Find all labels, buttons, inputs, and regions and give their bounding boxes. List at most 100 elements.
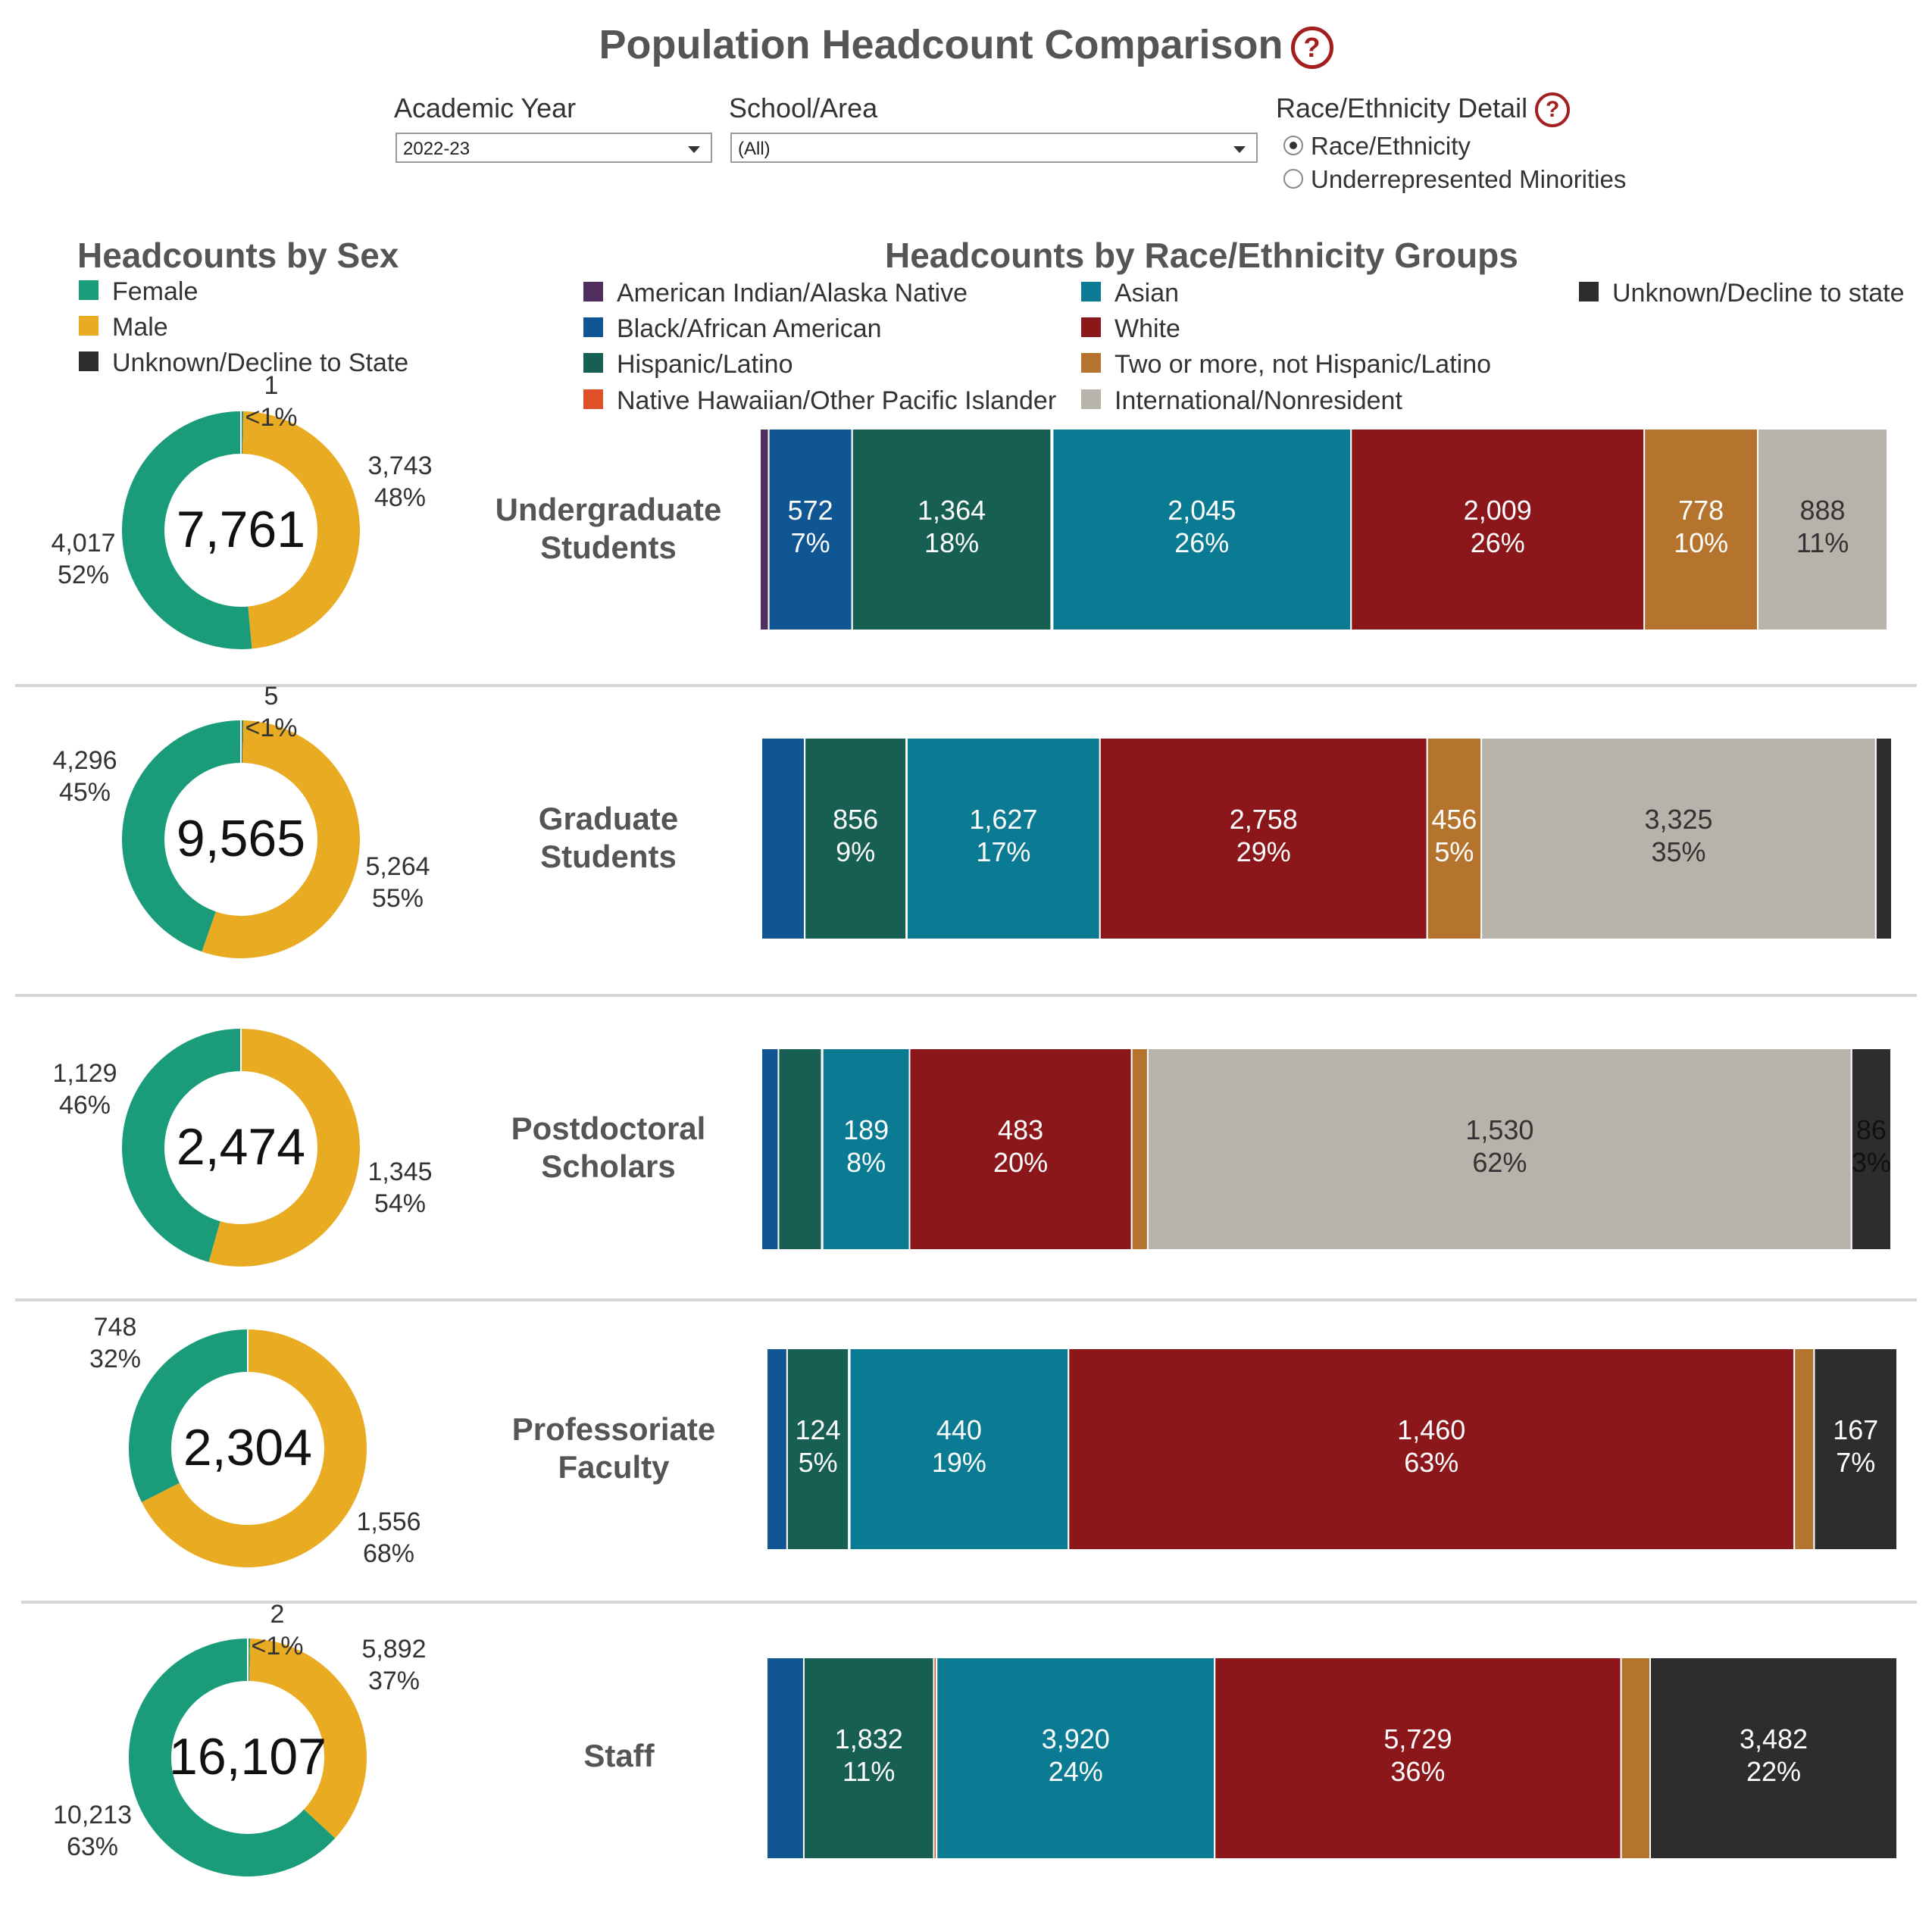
donut-label-pct: 48%: [374, 483, 426, 512]
page-title: Population Headcount Comparison?: [0, 21, 1932, 69]
bar-label-pct: 19%: [932, 1447, 986, 1478]
legend-swatch: [1081, 317, 1101, 338]
bar-segment-hispanic-latino: [851, 428, 1052, 631]
bar-segment-unknown-decline-to-state: [1850, 1048, 1893, 1251]
bar-label-value: 856: [833, 804, 878, 835]
bar-segment-asian: [821, 1048, 911, 1251]
donut-label-value: 10,213: [53, 1801, 132, 1829]
page-title-text: Population Headcount Comparison: [599, 22, 1283, 67]
bar-label-pct: 7%: [791, 527, 830, 558]
bar-segment-black-african-american: [766, 1657, 805, 1860]
legend-swatch: [79, 316, 98, 336]
row-label-professoriate: Professoriate Faculty: [511, 1411, 716, 1485]
bar-label-value: 1,832: [835, 1723, 903, 1754]
bar-label-value: 1,460: [1397, 1414, 1465, 1445]
race-section-title: Headcounts by Race/Ethnicity Groups: [885, 236, 1518, 275]
help-icon[interactable]: ?: [1290, 26, 1333, 69]
bar-segment-hispanic-latino: [786, 1348, 850, 1551]
bar-segment-hispanic-latino: [777, 1048, 823, 1251]
bar-label-pct: 20%: [993, 1147, 1048, 1178]
race-legend-black[interactable]: Black/African American: [583, 314, 882, 344]
bar-label-pct: 3%: [1852, 1147, 1891, 1178]
sex-legend-male[interactable]: Male: [79, 313, 168, 342]
sex-legend-unknown[interactable]: Unknown/Decline to State: [79, 348, 408, 378]
race-legend-hispanic[interactable]: Hispanic/Latino: [583, 350, 792, 380]
radio-underrepresented-minorities[interactable]: Underrepresented Minorities: [1283, 165, 1626, 194]
bar-segment-two-or-more-not-hispanic-latino: [1643, 428, 1759, 631]
help-icon[interactable]: ?: [1535, 92, 1571, 128]
radio-race-ethnicity-label: Race/Ethnicity: [1311, 132, 1471, 160]
race-legend-two-or-more[interactable]: Two or more, not Hispanic/Latino: [1081, 350, 1491, 380]
race-legend-international[interactable]: International/Nonresident: [1081, 386, 1402, 416]
race-legend-label: Asian: [1114, 279, 1180, 308]
donut-slice-female: [122, 411, 252, 649]
bar-segment-black-african-american: [761, 1048, 780, 1251]
bar-label-pct: 35%: [1651, 836, 1705, 867]
bar-segment-two-or-more-not-hispanic-latino: [1426, 737, 1483, 940]
academic-year-dropdown[interactable]: 2022-23: [395, 133, 712, 163]
donut-slice-female: [129, 1329, 249, 1502]
bar-label-value: 86: [1856, 1114, 1887, 1145]
bar-label-pct: 62%: [1472, 1147, 1527, 1178]
bar-segment-black-african-american: [767, 428, 853, 631]
legend-swatch: [1081, 353, 1101, 373]
bar-label-value: 1,364: [918, 495, 986, 526]
race-legend-native-hawaiian[interactable]: Native Hawaiian/Other Pacific Islander: [583, 386, 1056, 416]
bar-label-value: 189: [843, 1114, 889, 1145]
bar-label-pct: 29%: [1236, 836, 1291, 867]
race-legend-american-indian[interactable]: American Indian/Alaska Native: [583, 279, 968, 308]
bar-label-pct: 8%: [846, 1147, 886, 1178]
legend-swatch: [1081, 389, 1101, 410]
academic-year-label: Academic Year: [394, 92, 577, 123]
bar-label-pct: 24%: [1049, 1756, 1103, 1787]
bar-label-value: 572: [788, 495, 833, 526]
sex-legend-label: Female: [112, 277, 199, 306]
bar-label-pct: 36%: [1390, 1756, 1445, 1787]
sex-legend-label: Unknown/Decline to State: [112, 348, 409, 377]
donut-total: 2,474: [177, 1118, 305, 1176]
bar-label-value: 778: [1678, 495, 1724, 526]
bar-segment-white: [908, 1048, 1133, 1251]
donut-label-value: 4,017: [51, 529, 115, 558]
donut-total: 9,565: [177, 810, 305, 867]
bar-segment-hispanic-latino: [802, 1657, 935, 1860]
donut-label-value: 1,556: [356, 1507, 420, 1536]
race-legend-label: Native Hawaiian/Other Pacific Islander: [617, 386, 1057, 415]
legend-swatch: [583, 353, 603, 373]
legend-swatch: [583, 317, 603, 338]
donut-label-pct: 63%: [67, 1832, 118, 1861]
bar-label-value: 1,627: [969, 804, 1037, 835]
sex-legend-female[interactable]: Female: [79, 277, 198, 307]
bar-segment-asian: [849, 1348, 1070, 1551]
race-legend-white[interactable]: White: [1081, 314, 1180, 344]
donut-slice-female: [129, 1639, 336, 1876]
bar-segment-asian: [936, 1657, 1216, 1860]
donut-label-pct: 54%: [374, 1189, 426, 1218]
race-legend-unknown[interactable]: Unknown/Decline to state: [1579, 279, 1905, 308]
donut-total: 16,107: [169, 1728, 327, 1785]
row-label-postdoctoral: Postdoctoral Scholars: [511, 1111, 706, 1184]
bar-segment-black-african-american: [766, 1348, 788, 1551]
donut-label-value: 4,296: [52, 746, 117, 775]
chevron-down-icon: [1233, 146, 1246, 153]
radio-checked-icon: [1283, 136, 1303, 156]
bar-label-pct: 11%: [843, 1756, 895, 1787]
sex-legend-label: Male: [112, 313, 168, 342]
donut-slice-male: [141, 1329, 367, 1567]
bar-label-pct: 22%: [1746, 1756, 1801, 1787]
donut-slice-male: [202, 720, 360, 958]
donut-label-value: 5: [264, 682, 279, 711]
bar-segment-white: [1214, 1657, 1622, 1860]
bar-label-pct: 9%: [836, 836, 875, 867]
donut-total: 7,761: [177, 501, 305, 558]
bar-label-value: 3,482: [1740, 1723, 1808, 1754]
school-area-dropdown[interactable]: (All): [730, 133, 1258, 163]
legend-swatch: [79, 280, 98, 301]
race-legend-asian[interactable]: Asian: [1081, 279, 1179, 308]
radio-race-ethnicity[interactable]: Race/Ethnicity: [1283, 132, 1471, 161]
race-legend-label: Two or more, not Hispanic/Latino: [1114, 350, 1492, 379]
bar-label-pct: 26%: [1471, 527, 1525, 558]
race-legend-label: Black/African American: [617, 314, 882, 343]
race-legend-label: White: [1114, 314, 1180, 343]
